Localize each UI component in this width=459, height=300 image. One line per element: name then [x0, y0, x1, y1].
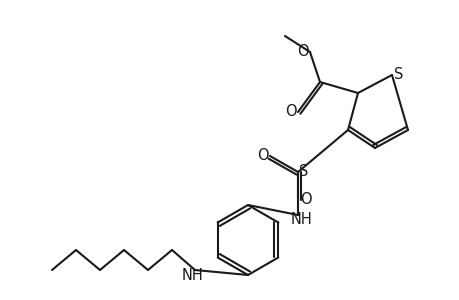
Text: O: O [297, 44, 308, 59]
Text: O: O [300, 191, 311, 206]
Text: S: S [393, 67, 403, 82]
Text: NH: NH [182, 268, 203, 284]
Text: O: O [257, 148, 268, 163]
Text: NH: NH [291, 212, 312, 227]
Text: O: O [285, 103, 296, 118]
Text: S: S [299, 164, 308, 178]
